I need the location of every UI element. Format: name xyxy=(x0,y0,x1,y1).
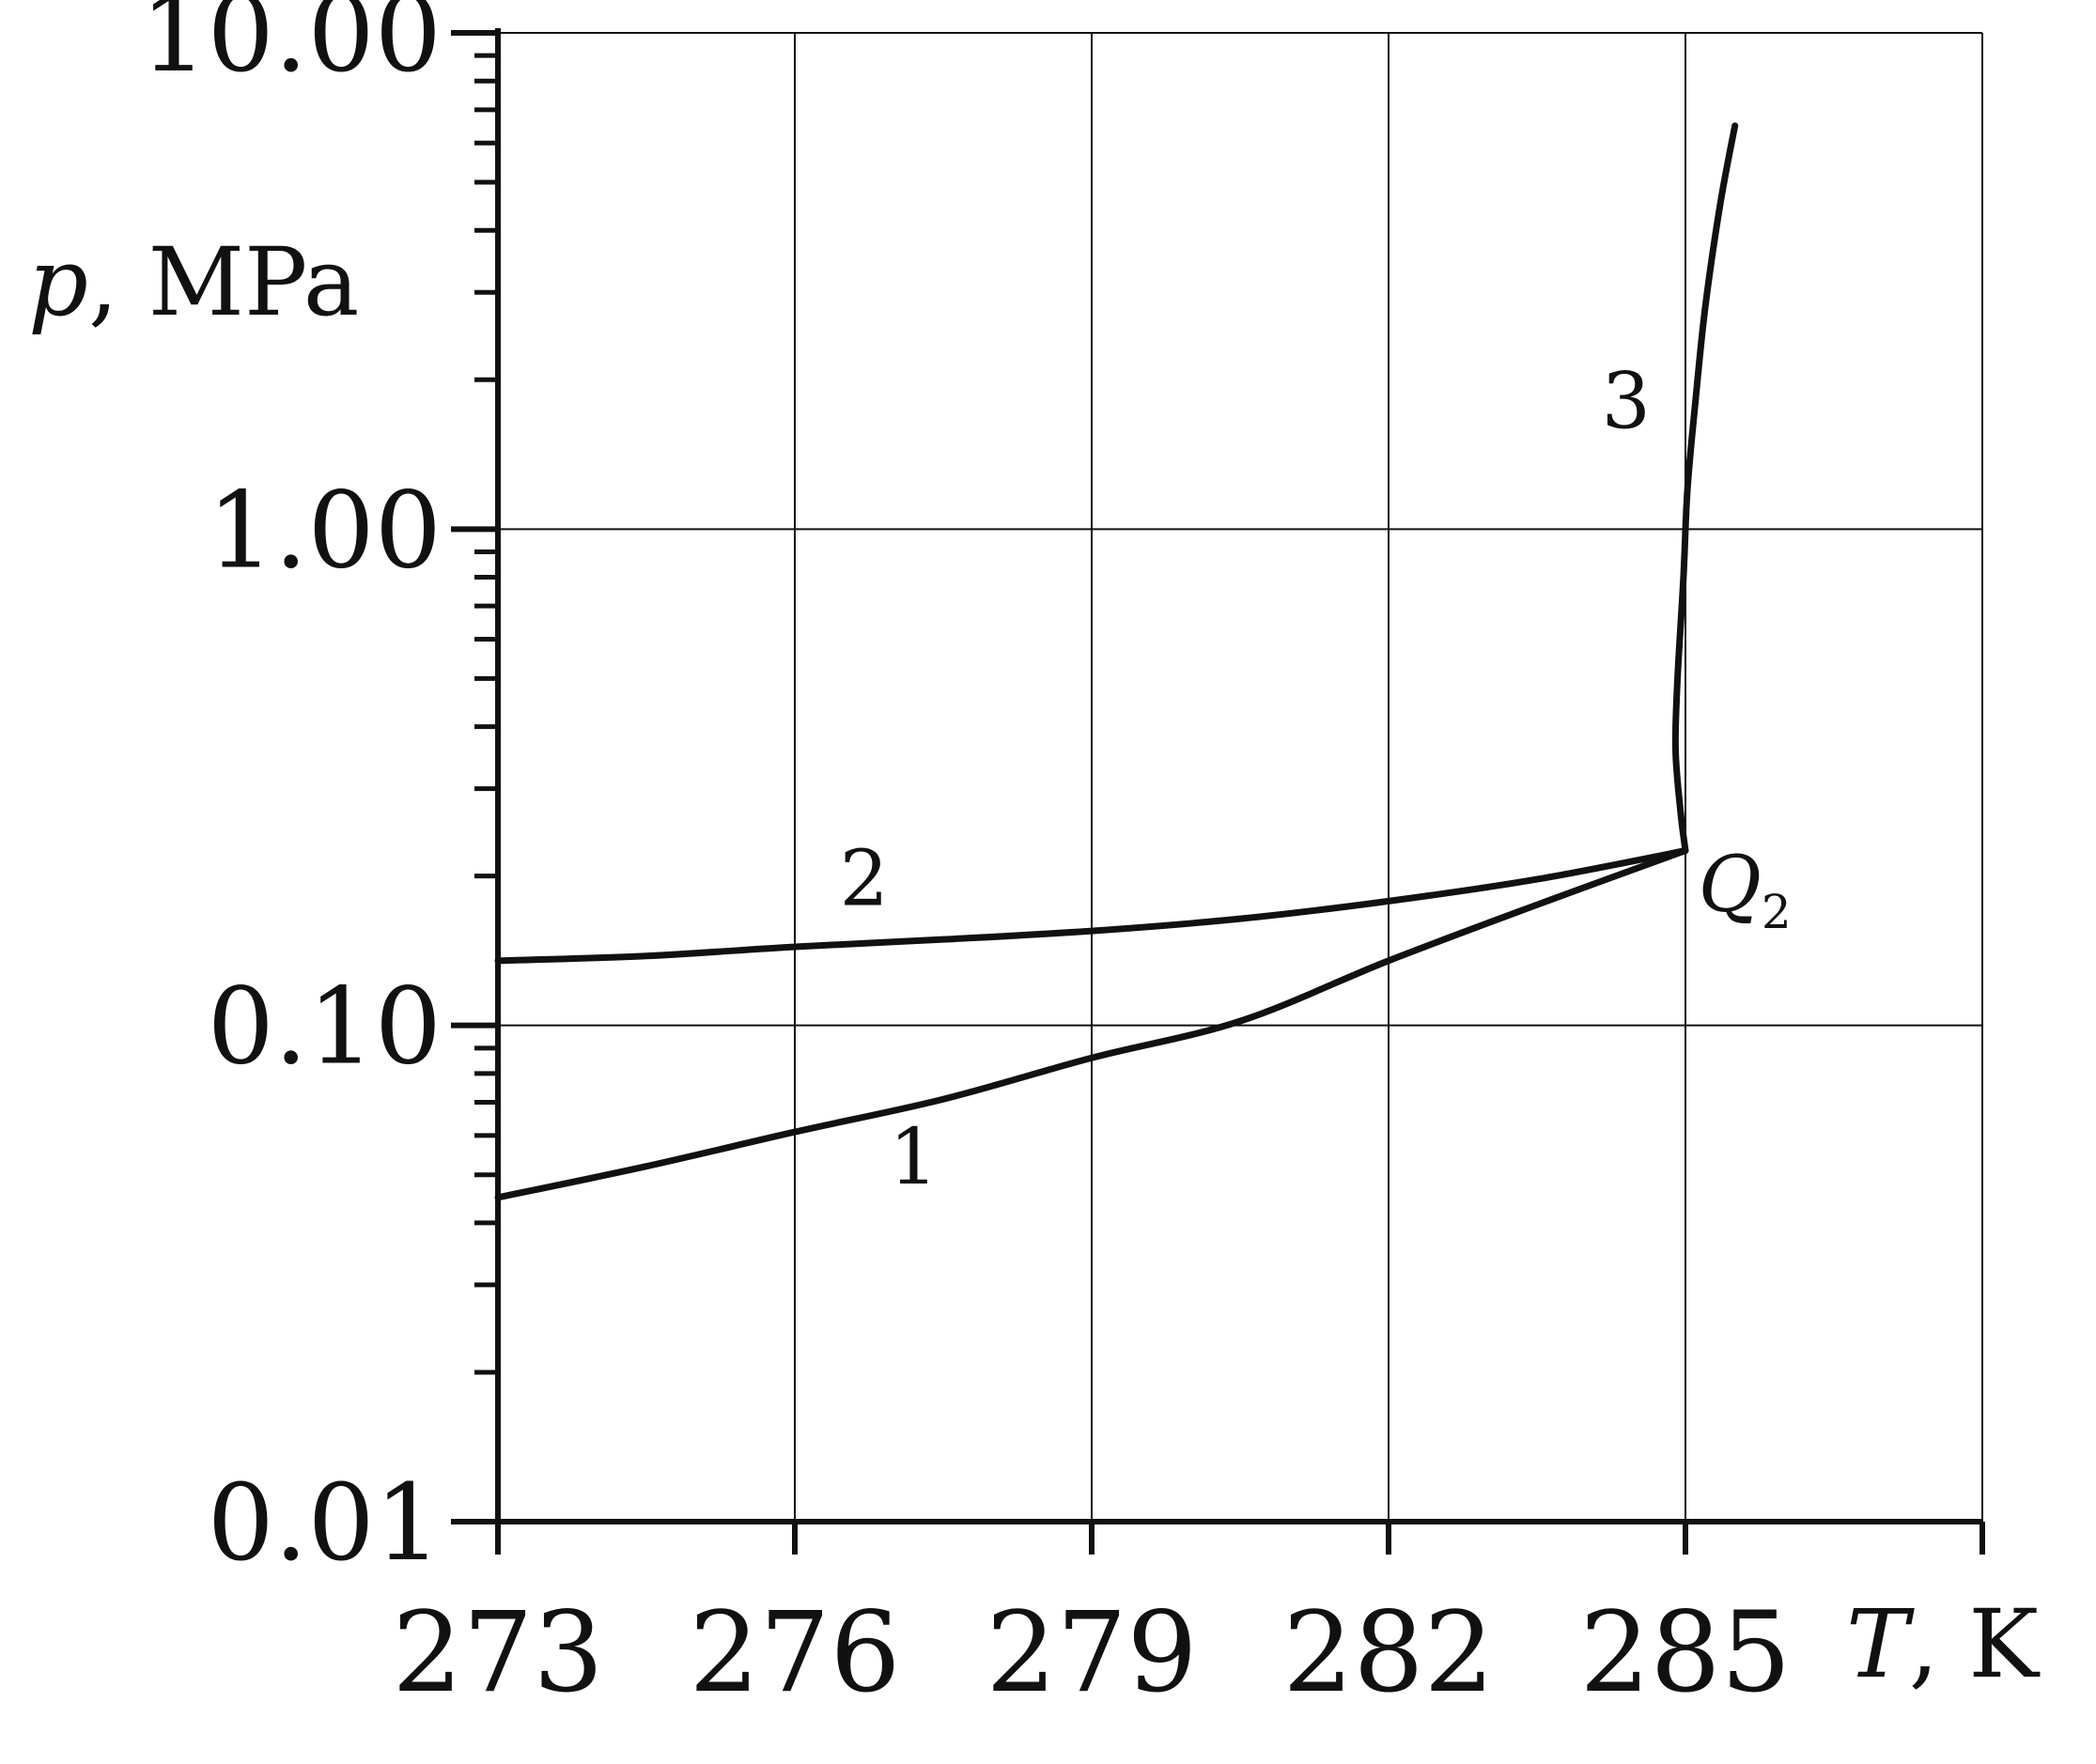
series-line-1 xyxy=(494,847,1689,1201)
y-axis-title: p, MPa xyxy=(28,227,359,337)
curve-label: 3 xyxy=(1602,357,1651,446)
x-tick-label: 276 xyxy=(689,1587,900,1717)
x-tick-label: 279 xyxy=(986,1587,1197,1717)
series xyxy=(494,122,1739,1201)
labels: 273 276 279 282 285 0.01 0.10 1.00 10.00 p, MPa T,… xyxy=(28,0,2041,1717)
y-tick-label: 1.00 xyxy=(208,470,442,592)
x-tick-label: 273 xyxy=(392,1587,603,1717)
x-axis-title: T, K xyxy=(1846,1589,2041,1699)
axes xyxy=(451,28,1985,1555)
y-tick-label: 10.00 xyxy=(140,0,442,96)
grid xyxy=(498,32,1983,1522)
x-tick-label: 285 xyxy=(1579,1587,1791,1717)
curve-label: Q2 xyxy=(1699,841,1792,939)
x-tick-label: 282 xyxy=(1282,1587,1494,1717)
y-tick-label: 0.10 xyxy=(208,967,442,1089)
curve-label: 1 xyxy=(889,1113,938,1202)
series-line-3 xyxy=(1671,122,1739,855)
series-line-2 xyxy=(494,847,1689,965)
curve-label: 2 xyxy=(840,834,889,923)
y-tick-label: 0.01 xyxy=(208,1462,442,1585)
